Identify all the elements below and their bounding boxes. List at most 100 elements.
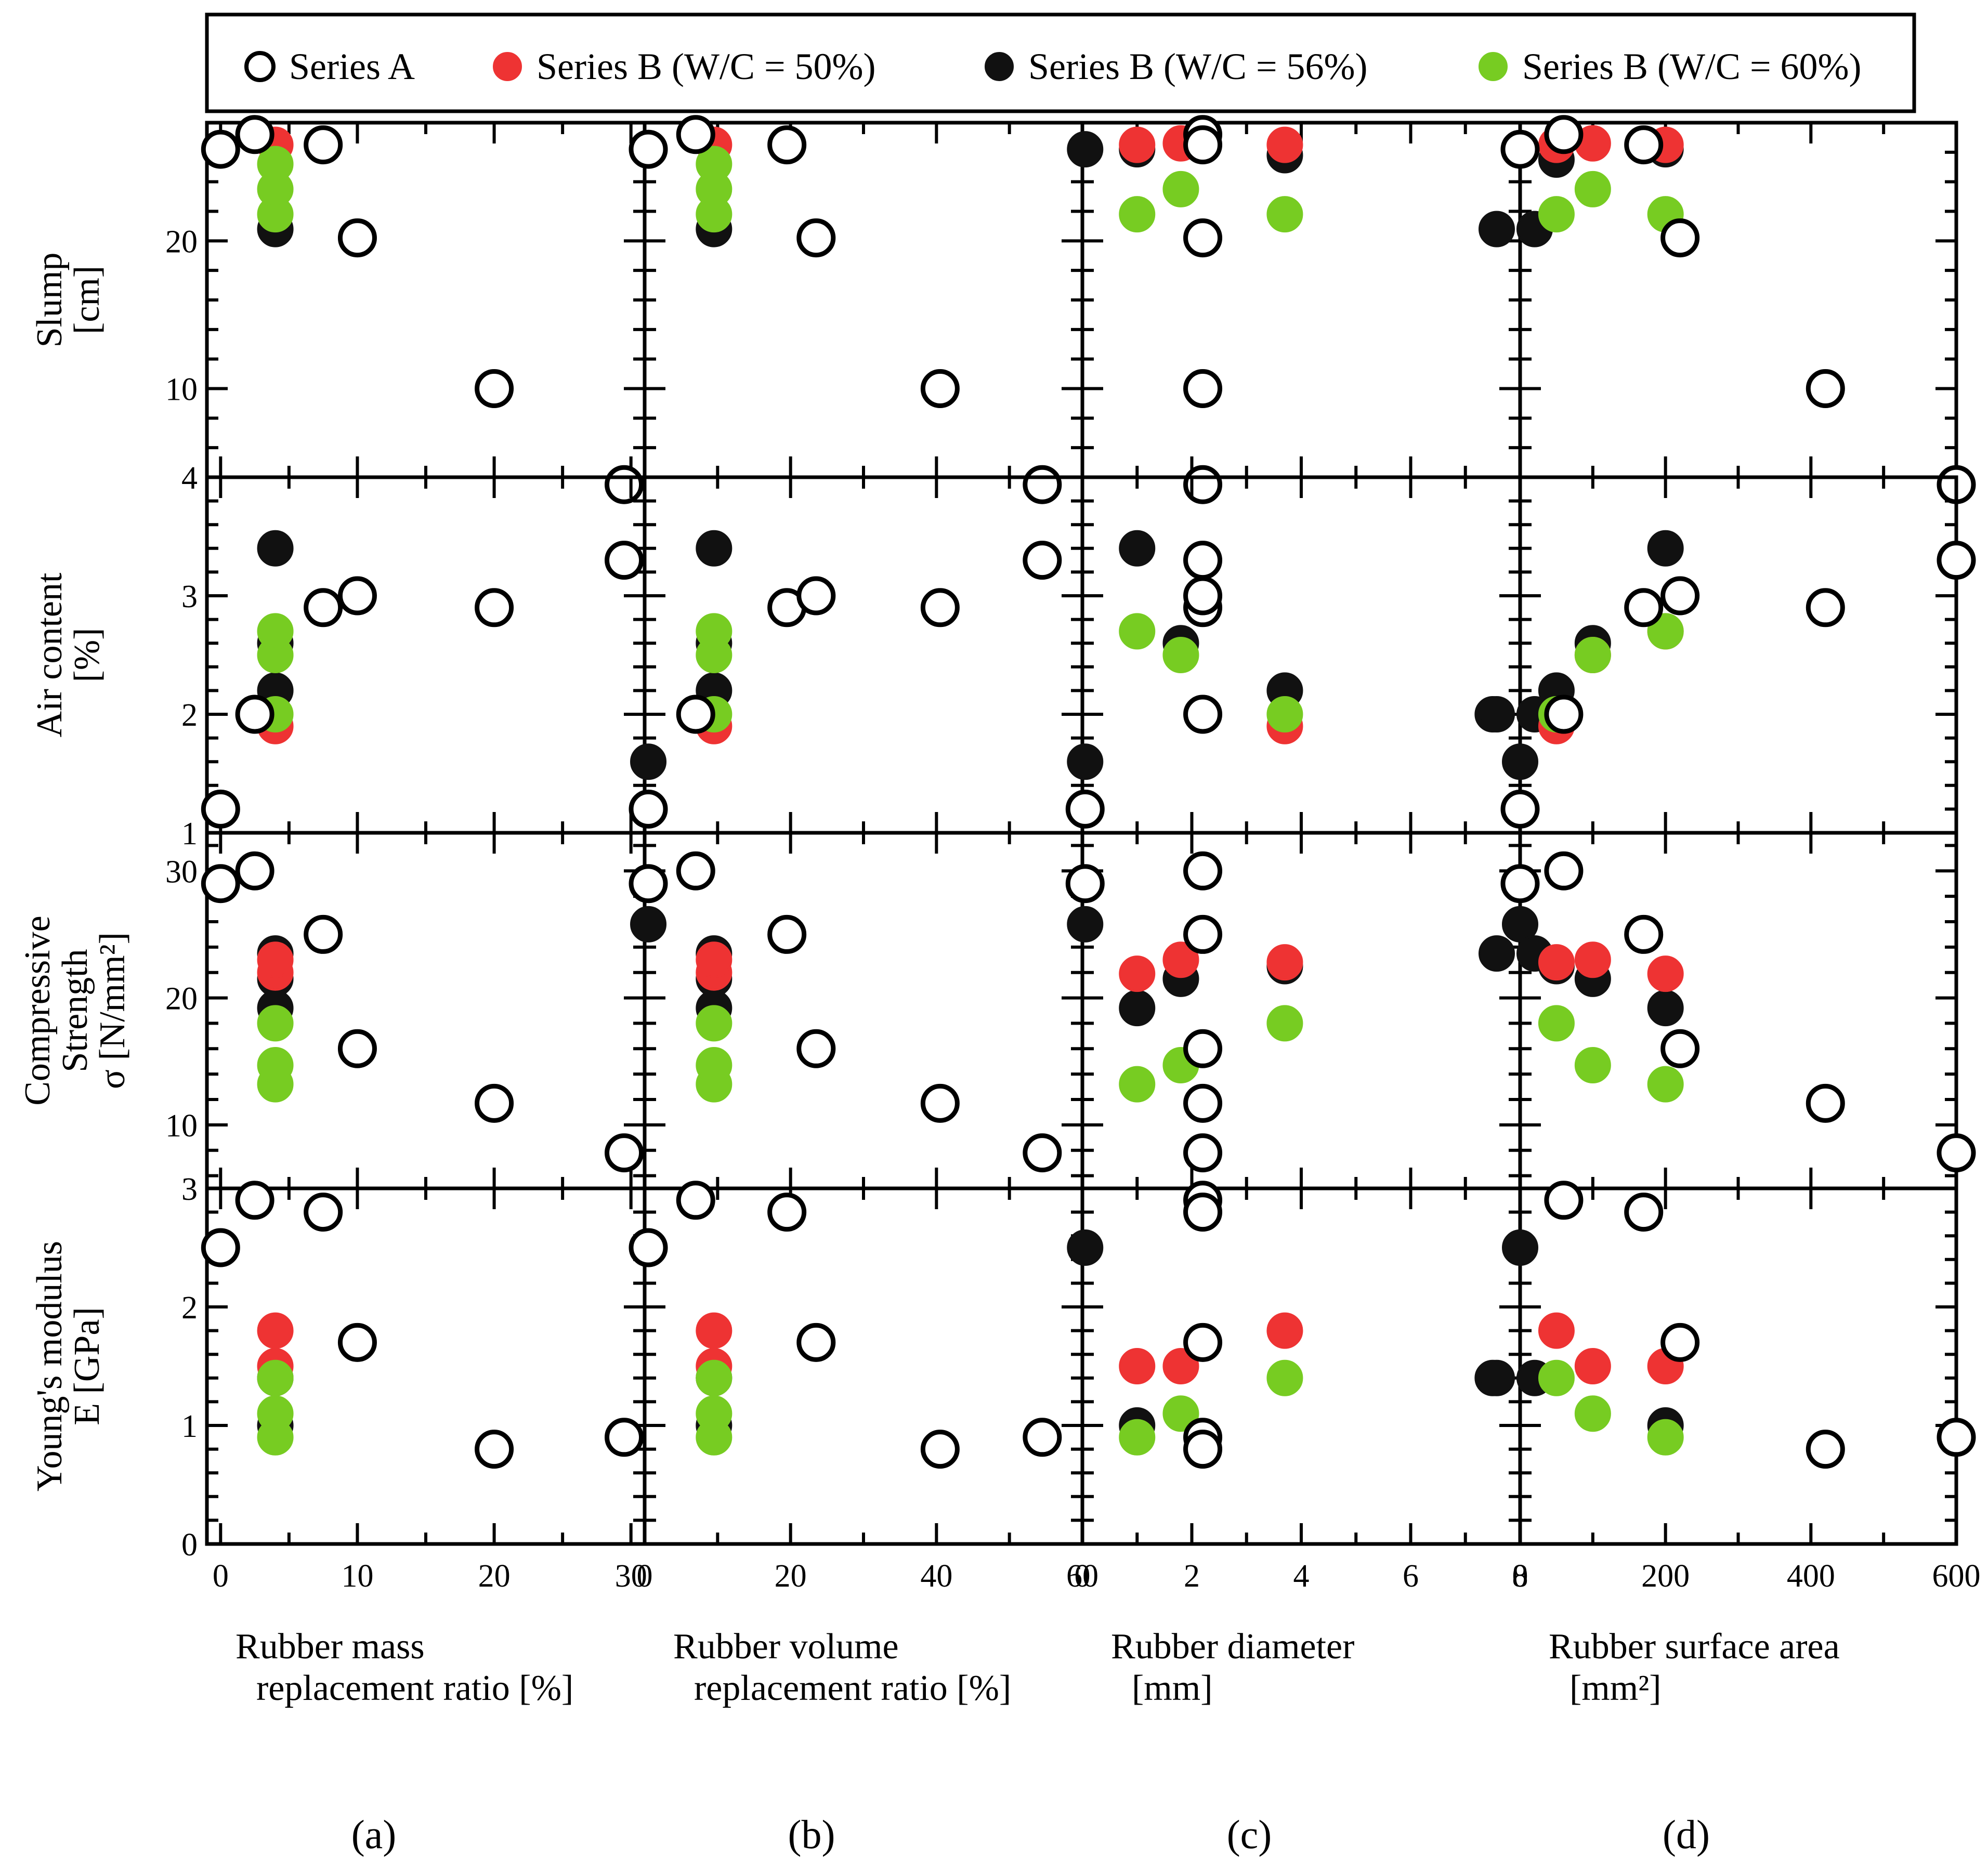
point-a	[920, 369, 960, 408]
y-tick-label: 1	[181, 1409, 198, 1444]
legend: Series A Series B (W/C = 50%) Series B (…	[205, 12, 1916, 113]
point-b56	[1479, 696, 1515, 732]
point-b60	[1538, 1359, 1575, 1396]
y-axis-label-air: Air content[%]	[30, 572, 107, 737]
point-a	[201, 1228, 240, 1267]
panel-strength-b	[629, 831, 1084, 1190]
point-a	[201, 129, 240, 169]
point-a	[1183, 695, 1223, 734]
x-axis-label-c: Rubber diameter [mm]	[1111, 1627, 1354, 1708]
point-a	[201, 864, 240, 904]
point-a	[304, 125, 343, 165]
x-tick-label: 60	[1066, 1559, 1098, 1594]
legend-label-series-b50: Series B (W/C = 50%)	[537, 46, 876, 87]
point-a	[1660, 1029, 1700, 1068]
point-a	[235, 115, 274, 154]
point-b60	[257, 1005, 294, 1042]
point-a	[605, 541, 644, 580]
point-b60	[1574, 1047, 1611, 1084]
y-tick-label: 30	[165, 854, 198, 889]
point-b60	[1647, 1066, 1684, 1103]
panel-caption-c: (c)	[1227, 1812, 1272, 1857]
point-a	[337, 576, 377, 616]
point-b60	[696, 1047, 733, 1084]
point-b56	[1647, 990, 1684, 1027]
legend-label-series-a: Series A	[289, 46, 415, 87]
point-a	[1183, 1133, 1223, 1173]
y-tick-label: 0	[181, 1527, 198, 1563]
point-b50	[1538, 944, 1575, 981]
y-axis-label-slump: Slump[cm]	[30, 253, 107, 348]
point-a	[475, 369, 514, 408]
point-a	[475, 1430, 514, 1469]
panel-slump-b	[629, 115, 1084, 504]
panel-grid	[201, 115, 1976, 1546]
panel-strength-c	[1065, 831, 1522, 1190]
panel-air-b	[629, 475, 1084, 835]
x-tick-label: 0	[637, 1559, 653, 1594]
legend-marker-series-b50	[493, 52, 522, 81]
point-b60	[1119, 196, 1156, 233]
point-a	[1183, 1323, 1223, 1362]
point-b60	[696, 1359, 733, 1396]
point-b60	[1266, 1005, 1303, 1042]
point-a	[767, 914, 807, 954]
point-a	[235, 1181, 274, 1220]
point-b60	[696, 146, 733, 182]
point-b56	[1502, 906, 1538, 942]
x-tick-label: 40	[920, 1559, 952, 1594]
point-a	[337, 1029, 377, 1068]
point-a	[1544, 695, 1584, 734]
point-a	[1660, 1323, 1700, 1362]
point-a	[1500, 789, 1540, 829]
point-a	[1806, 1430, 1845, 1469]
point-b60	[1538, 1005, 1575, 1042]
point-b60	[1574, 637, 1611, 673]
point-b56	[1479, 1359, 1515, 1396]
y-tick-label: 3	[181, 579, 198, 614]
point-a	[337, 218, 377, 258]
point-b60	[1266, 1359, 1303, 1396]
panel-frame	[1080, 475, 1522, 835]
point-b60	[1266, 696, 1303, 732]
point-b60	[1119, 613, 1156, 650]
point-a	[1183, 369, 1223, 408]
point-a	[605, 465, 644, 504]
point-b50	[1162, 1348, 1199, 1384]
point-a	[1023, 1418, 1062, 1457]
point-a	[629, 129, 668, 169]
point-b60	[1162, 1395, 1199, 1432]
point-a	[1183, 218, 1223, 258]
point-b50	[1574, 1348, 1611, 1384]
point-a	[1544, 1181, 1584, 1220]
point-a	[629, 1228, 668, 1267]
point-a	[1624, 1193, 1664, 1232]
point-b60	[257, 1395, 294, 1432]
point-a	[337, 1323, 377, 1362]
point-b50	[1647, 955, 1684, 992]
point-a	[1806, 1083, 1845, 1123]
panel-caption-a: (a)	[351, 1812, 397, 1857]
panel-caption-b: (b)	[788, 1812, 835, 1857]
legend-label-series-b60: Series B (W/C = 60%)	[1522, 46, 1862, 87]
legend-label-series-b56: Series B (W/C = 56%)	[1028, 46, 1368, 87]
point-a	[1023, 465, 1062, 504]
point-b50	[1266, 1312, 1303, 1349]
panel-slump-d	[1479, 115, 1976, 504]
point-a	[235, 695, 274, 734]
panel-young-a	[201, 1181, 647, 1546]
point-a	[920, 1430, 960, 1469]
point-a	[1500, 129, 1540, 169]
y-tick-label: 2	[181, 1290, 198, 1326]
point-a	[1544, 851, 1584, 891]
panel-slump-c	[1067, 115, 1522, 504]
y-tick-label: 20	[165, 224, 198, 259]
point-a	[1937, 1418, 1976, 1457]
point-b60	[1119, 1419, 1156, 1456]
point-b60	[1538, 196, 1575, 233]
point-a	[796, 218, 836, 258]
point-a	[796, 1323, 836, 1362]
point-b56	[1479, 211, 1515, 247]
point-b60	[1119, 1066, 1156, 1103]
panel-strength-d	[1479, 831, 1976, 1190]
